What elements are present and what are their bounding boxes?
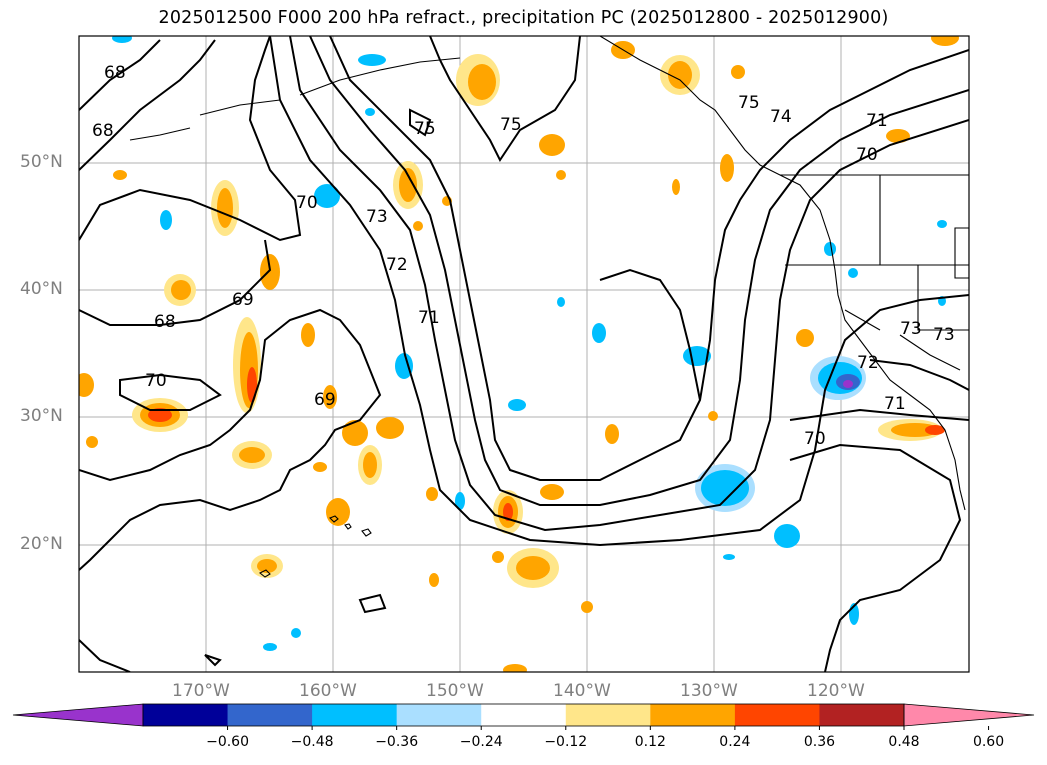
contour-label: 69 xyxy=(314,390,336,410)
contour-label: 72 xyxy=(857,353,879,373)
contour-label: 75 xyxy=(414,119,436,139)
colorbar-outline xyxy=(142,703,905,727)
lon-label-130w: 130°W xyxy=(680,681,738,701)
lat-label-40n: 40°N xyxy=(20,279,63,299)
contour-label: 70 xyxy=(145,371,167,391)
hawaii-islands xyxy=(258,515,372,578)
lon-label-170w: 170°W xyxy=(172,681,230,701)
contour-label: 73 xyxy=(900,319,922,339)
colorbar-tick-label: 0.48 xyxy=(888,734,920,750)
colorbar-arrow-high xyxy=(903,703,1035,727)
colorbar-tick-label: −0.36 xyxy=(375,734,419,750)
colorbar-segment xyxy=(481,704,567,726)
contour-label: 68 xyxy=(154,312,176,332)
contour-label: 75 xyxy=(738,93,760,113)
contour-label: 68 xyxy=(92,121,114,141)
map-border xyxy=(78,35,970,673)
colorbar-segment xyxy=(565,704,651,726)
colorbar-arrow-low xyxy=(12,703,144,727)
lat-label-50n: 50°N xyxy=(20,152,63,172)
refractivity-contours xyxy=(79,36,969,672)
colorbar-tick-label: 0.12 xyxy=(634,734,666,750)
contour-labels: 68 68 75 75 75 74 71 70 70 73 72 71 69 6… xyxy=(92,63,955,449)
contour-label: 71 xyxy=(866,111,888,131)
lon-label-120w: 120°W xyxy=(807,681,865,701)
gridlines xyxy=(79,36,969,672)
colorbar-segment xyxy=(396,704,482,726)
contour-label: 71 xyxy=(418,308,440,328)
colorbar xyxy=(12,703,1035,730)
colorbar-tick-label: −0.12 xyxy=(544,734,588,750)
contour-label: 74 xyxy=(770,107,792,127)
colorbar-segment xyxy=(143,704,229,726)
contour-label: 73 xyxy=(933,325,955,345)
contour-label: 72 xyxy=(386,255,408,275)
colorbar-segment xyxy=(312,704,398,726)
colorbar-segment xyxy=(819,704,905,726)
contour-label: 69 xyxy=(232,290,254,310)
contour-label: 70 xyxy=(296,193,318,213)
lat-label-20n: 20°N xyxy=(20,534,63,554)
contour-label: 70 xyxy=(804,429,826,449)
lon-label-150w: 150°W xyxy=(426,681,484,701)
colorbar-tick-label: −0.24 xyxy=(459,734,503,750)
lon-label-160w: 160°W xyxy=(299,681,357,701)
colorbar-tick-label: 0.60 xyxy=(972,734,1005,750)
contour-label: 70 xyxy=(856,145,878,165)
lon-label-140w: 140°W xyxy=(553,681,611,701)
colorbar-tick-label: 0.36 xyxy=(803,734,836,750)
colorbar-tick-label: −0.60 xyxy=(206,734,249,750)
contour-label: 73 xyxy=(366,207,388,227)
precip-positive-areas xyxy=(79,36,959,672)
coastlines xyxy=(129,36,969,511)
colorbar-tick-label: 0.24 xyxy=(719,734,751,750)
map-title: 2025012500 F000 200 hPa refract., precip… xyxy=(158,8,889,28)
colorbar-segment xyxy=(227,704,313,726)
contour-label: 68 xyxy=(104,63,126,83)
colorbar-segment xyxy=(650,704,736,726)
colorbar-segment xyxy=(734,704,820,726)
contour-label: 75 xyxy=(500,115,522,135)
contour-label: 71 xyxy=(884,394,906,414)
colorbar-tick-label: −0.48 xyxy=(290,734,334,750)
lat-label-30n: 30°N xyxy=(20,406,63,426)
